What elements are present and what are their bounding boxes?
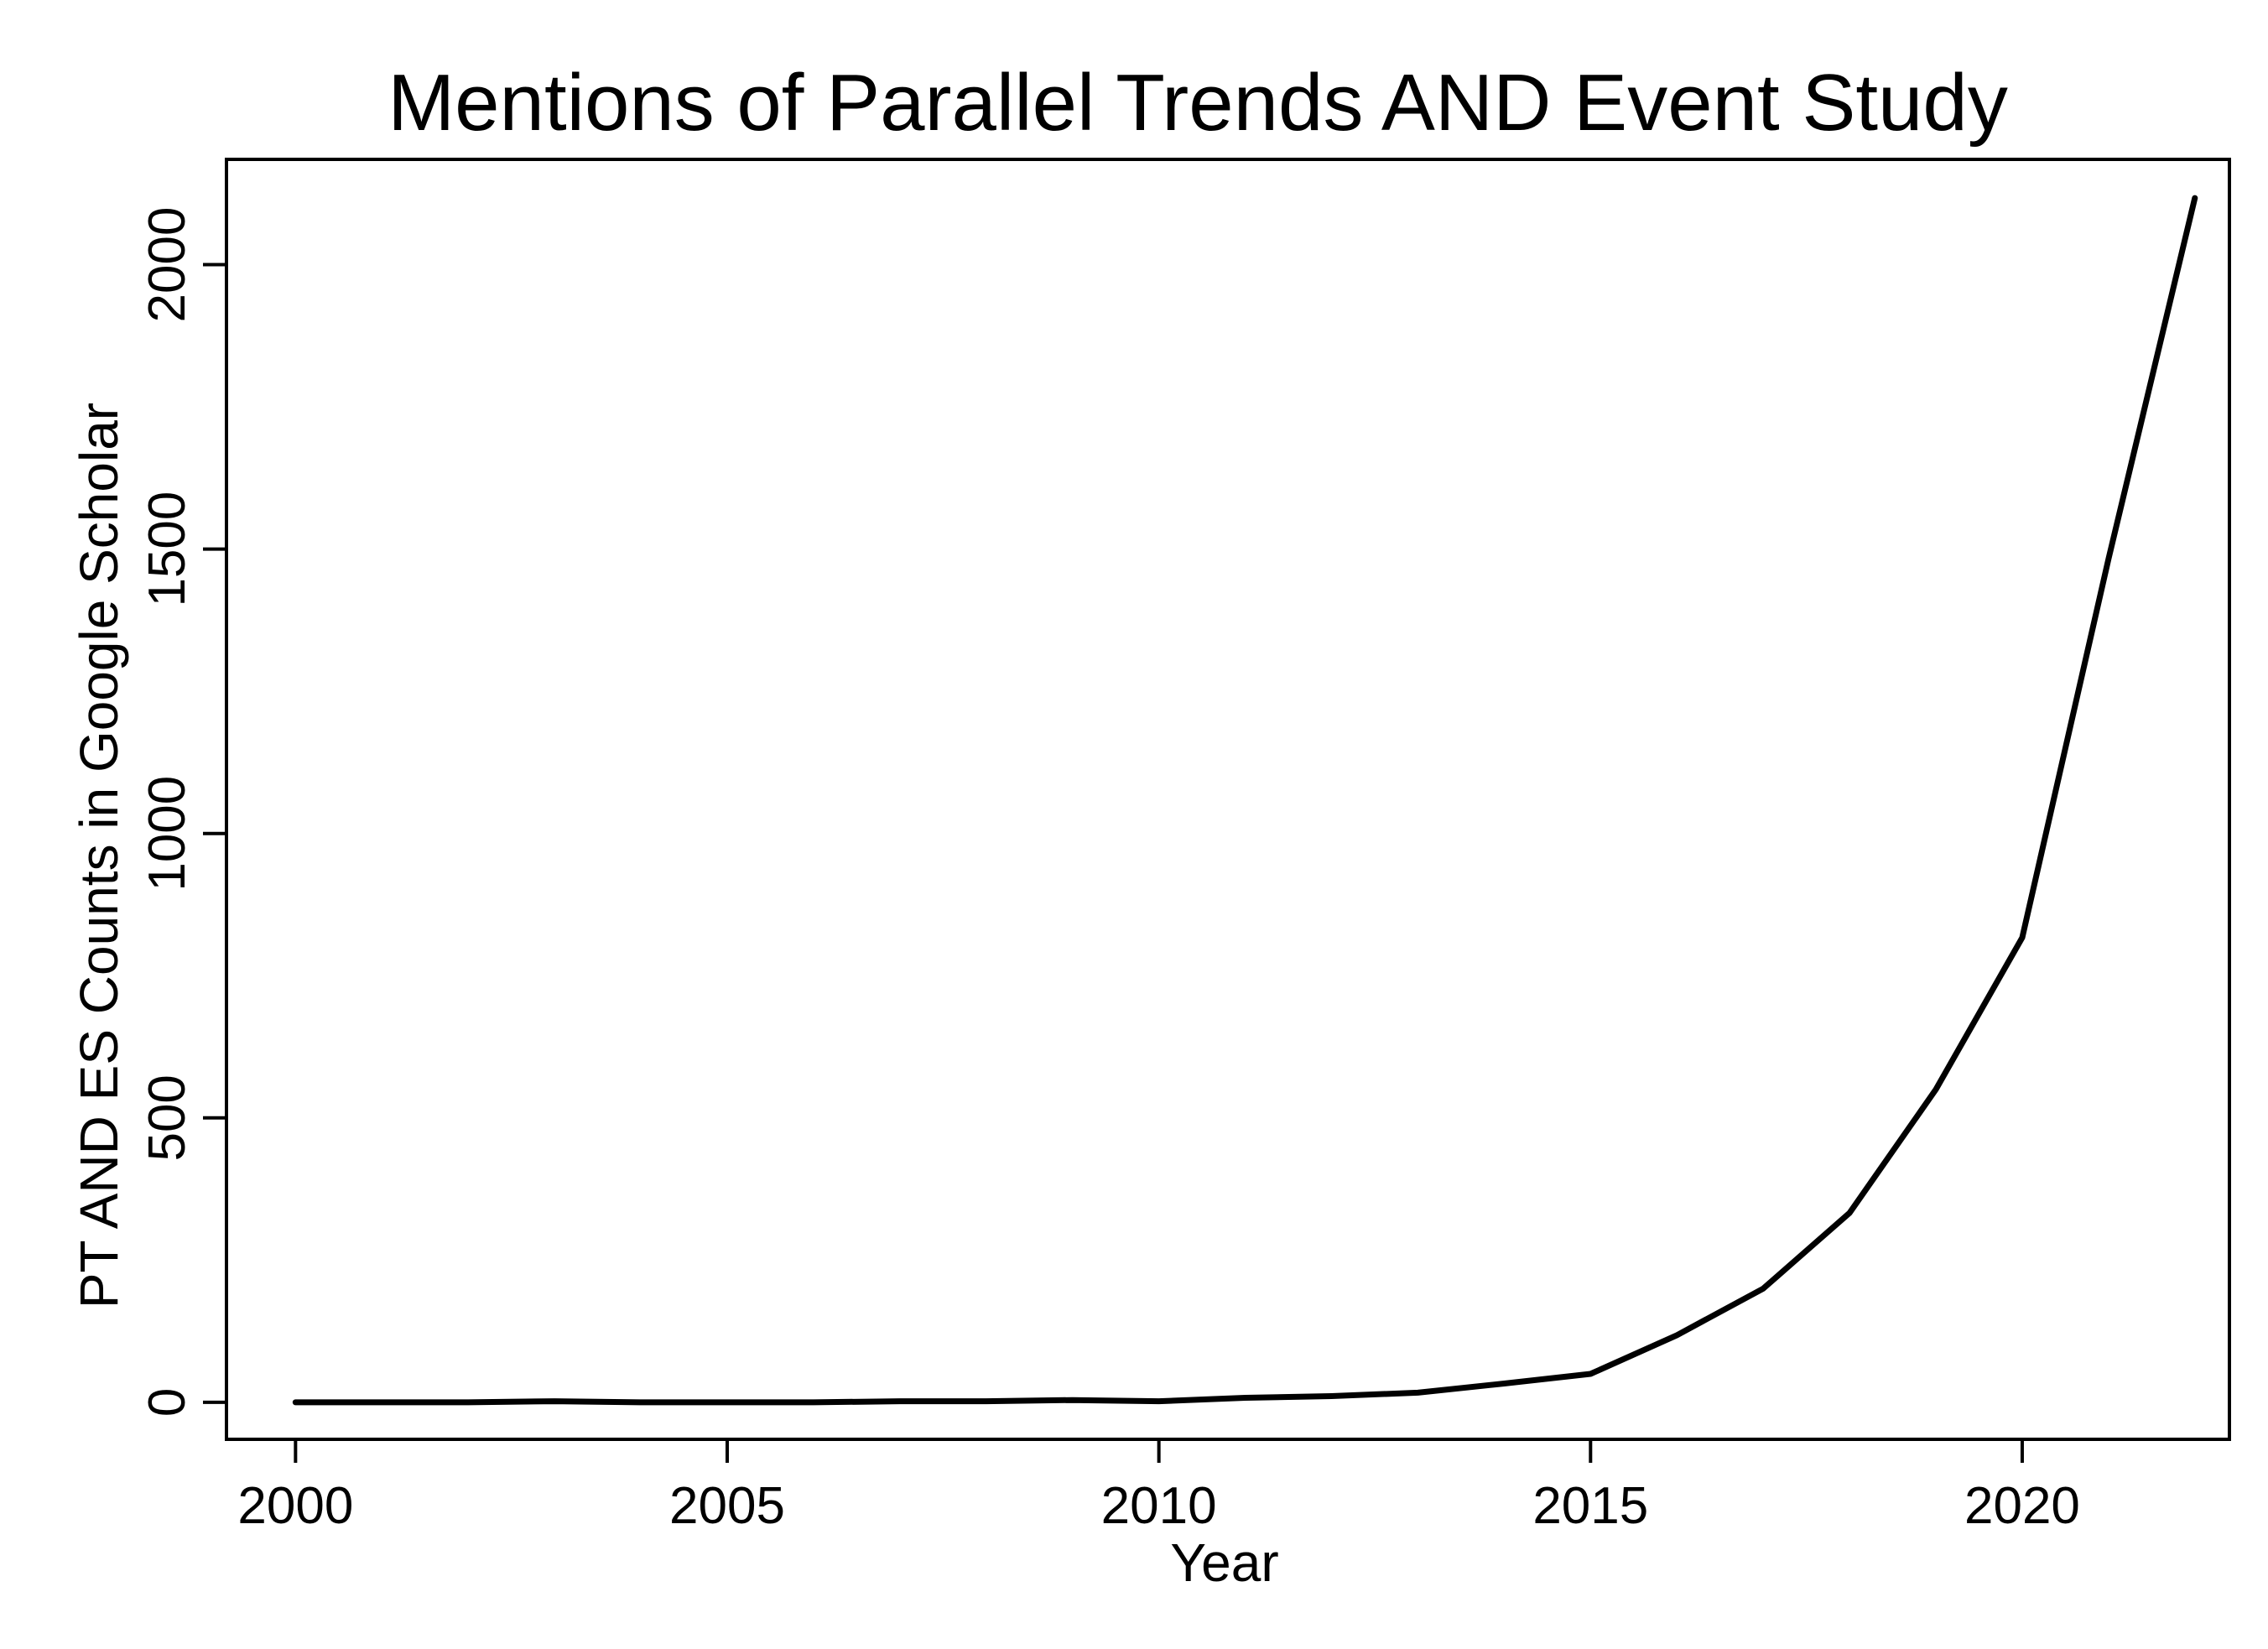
- x-tick-label: 2020: [1964, 1477, 2080, 1535]
- x-axis: 2000 2005 2010 2015 2020: [237, 1439, 2080, 1535]
- y-tick-label: 500: [138, 1074, 196, 1161]
- y-tick-label: 2000: [138, 207, 196, 323]
- chart-title: Mentions of Parallel Trends AND Event St…: [388, 58, 2008, 148]
- y-tick-label: 1000: [138, 776, 196, 892]
- y-axis: 0 500 1000 1500 2000: [138, 207, 226, 1417]
- x-axis-label: Year: [1170, 1532, 1278, 1593]
- plot-area-frame: [225, 158, 2231, 1441]
- y-tick-label: 1500: [138, 492, 196, 607]
- x-tick-label: 2015: [1532, 1477, 1648, 1535]
- series-line: [292, 195, 2198, 1406]
- y-axis-label: PT AND ES Counts in Google Scholar: [69, 403, 129, 1308]
- x-tick-label: 2005: [669, 1477, 785, 1535]
- x-tick-label: 2000: [237, 1477, 353, 1535]
- y-tick-label: 0: [138, 1388, 196, 1417]
- x-tick-label: 2010: [1101, 1477, 1217, 1535]
